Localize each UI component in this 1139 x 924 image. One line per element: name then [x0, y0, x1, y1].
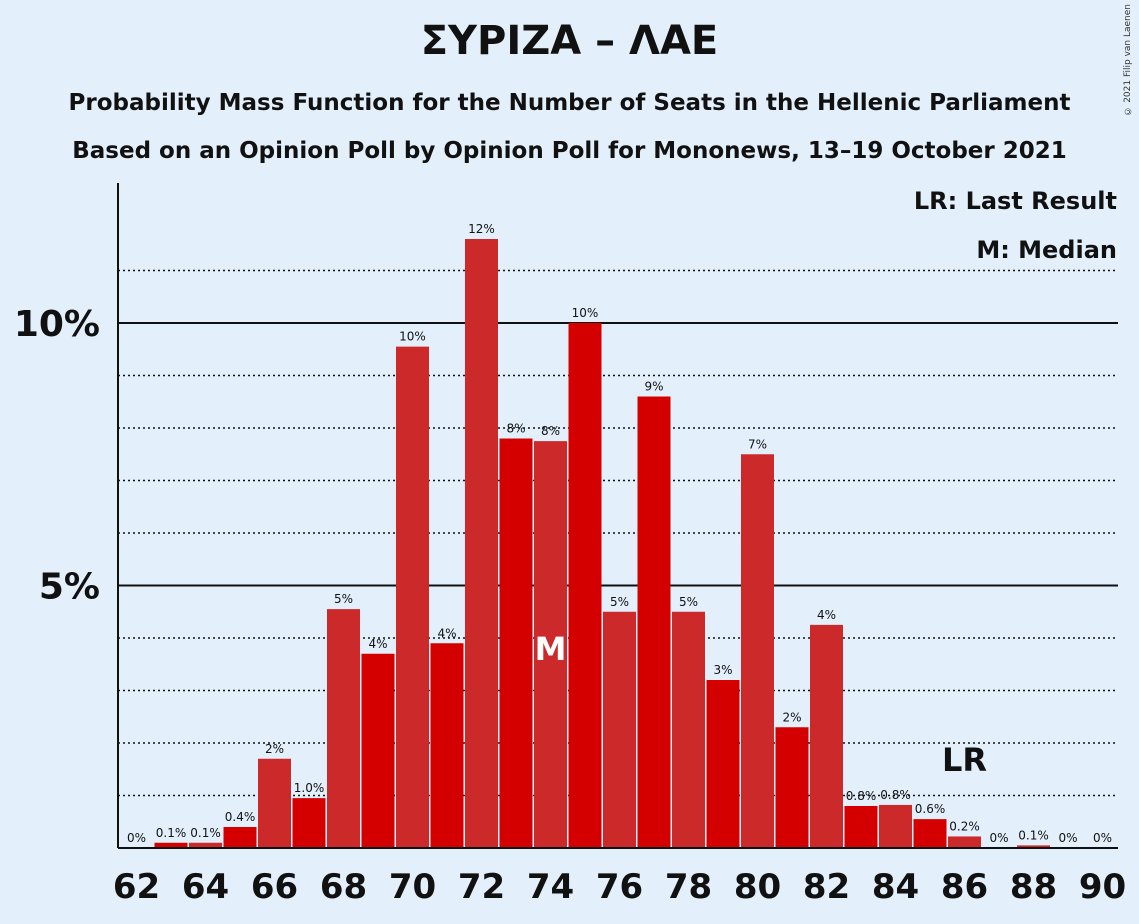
- bar-seat-78: [672, 611, 705, 848]
- bar-value-label: 0%: [127, 831, 146, 845]
- bar-seat-74: [534, 441, 567, 848]
- bar-value-label: 5%: [679, 595, 698, 609]
- bar-seat-77: [637, 396, 671, 848]
- bar-value-label: 0.6%: [915, 802, 946, 816]
- bar-value-label: 5%: [610, 595, 629, 609]
- chart-title: ΣΥΡΙΖΑ – ΛΑΕ: [420, 18, 719, 64]
- bar-seat-79: [706, 680, 740, 848]
- bar-seat-84: [879, 804, 912, 848]
- bar-value-label: 4%: [817, 608, 836, 622]
- bar-value-label: 3%: [713, 663, 732, 677]
- x-tick-label: 78: [665, 867, 712, 907]
- bar-value-label: 8%: [506, 422, 525, 436]
- bar-seat-83: [844, 806, 878, 848]
- x-tick-label: 64: [182, 867, 229, 907]
- bar-seat-70: [396, 346, 429, 848]
- x-tick-label: 70: [389, 867, 436, 907]
- bar-value-label: 0.4%: [225, 810, 256, 824]
- bar-value-label: 0.1%: [190, 826, 221, 840]
- bar-value-label: 2%: [265, 742, 284, 756]
- bar-seat-76: [603, 611, 636, 848]
- x-tick-label: 74: [527, 867, 574, 907]
- bar-seat-68: [327, 609, 360, 848]
- bar-seat-69: [361, 653, 395, 848]
- x-tick-label: 80: [734, 867, 781, 907]
- bar-value-label: 0.2%: [949, 819, 980, 833]
- bar-seat-80: [741, 454, 774, 848]
- bar-seat-81: [775, 727, 809, 848]
- bar-seat-63: [154, 842, 188, 848]
- legend-last-result: LR: Last Result: [914, 187, 1117, 215]
- bar-value-label: 0%: [1093, 831, 1112, 845]
- x-tick-label: 76: [596, 867, 643, 907]
- x-tick-label: 88: [1010, 867, 1057, 907]
- bar-value-label: 10%: [399, 330, 426, 344]
- x-tick-label: 62: [113, 867, 160, 907]
- last-result-marker: LR: [942, 741, 987, 779]
- bar-seat-73: [499, 438, 533, 848]
- bar-value-label: 9%: [644, 380, 663, 394]
- bar-value-label: 7%: [748, 437, 767, 451]
- bar-seat-65: [223, 827, 257, 848]
- bar-seat-66: [258, 758, 291, 848]
- bar-seat-86: [948, 836, 981, 848]
- y-tick-label: 10%: [14, 304, 100, 345]
- legend-median: M: Median: [976, 236, 1117, 264]
- x-tick-label: 90: [1079, 867, 1126, 907]
- bar-value-label: 4%: [437, 626, 456, 640]
- x-tick-label: 66: [251, 867, 298, 907]
- bar-seat-67: [292, 798, 326, 848]
- bar-value-label: 1.0%: [294, 781, 325, 795]
- bar-value-label: 0%: [989, 831, 1008, 845]
- x-tick-label: 84: [872, 867, 919, 907]
- bar-seat-82: [810, 624, 843, 848]
- x-tick-label: 82: [803, 867, 850, 907]
- bar-value-label: 0%: [1058, 831, 1077, 845]
- bar-value-label: 5%: [334, 592, 353, 606]
- bar-seat-71: [430, 643, 464, 848]
- bar-seat-64: [189, 842, 222, 848]
- bar-value-label: 0.1%: [1018, 828, 1049, 842]
- bar-value-label: 0.8%: [880, 788, 911, 802]
- bar-seat-72: [465, 239, 498, 848]
- bar-value-label: 8%: [541, 424, 560, 438]
- bar-seat-88: [1017, 845, 1050, 848]
- x-tick-label: 86: [941, 867, 988, 907]
- bar-value-label: 0.8%: [846, 789, 877, 803]
- bar-seat-85: [913, 819, 947, 848]
- bar-value-label: 0.1%: [156, 826, 187, 840]
- bar-value-label: 12%: [468, 222, 495, 236]
- bar-seat-75: [568, 323, 602, 848]
- median-marker: M: [535, 630, 567, 668]
- bar-value-label: 4%: [368, 637, 387, 651]
- bar-value-label: 10%: [572, 306, 599, 320]
- x-tick-label: 72: [458, 867, 505, 907]
- y-tick-label: 5%: [39, 567, 100, 608]
- chart-subtitle-2: Based on an Opinion Poll by Opinion Poll…: [72, 138, 1067, 164]
- bar-value-label: 2%: [782, 710, 801, 724]
- chart-subtitle-1: Probability Mass Function for the Number…: [68, 90, 1071, 116]
- x-tick-label: 68: [320, 867, 367, 907]
